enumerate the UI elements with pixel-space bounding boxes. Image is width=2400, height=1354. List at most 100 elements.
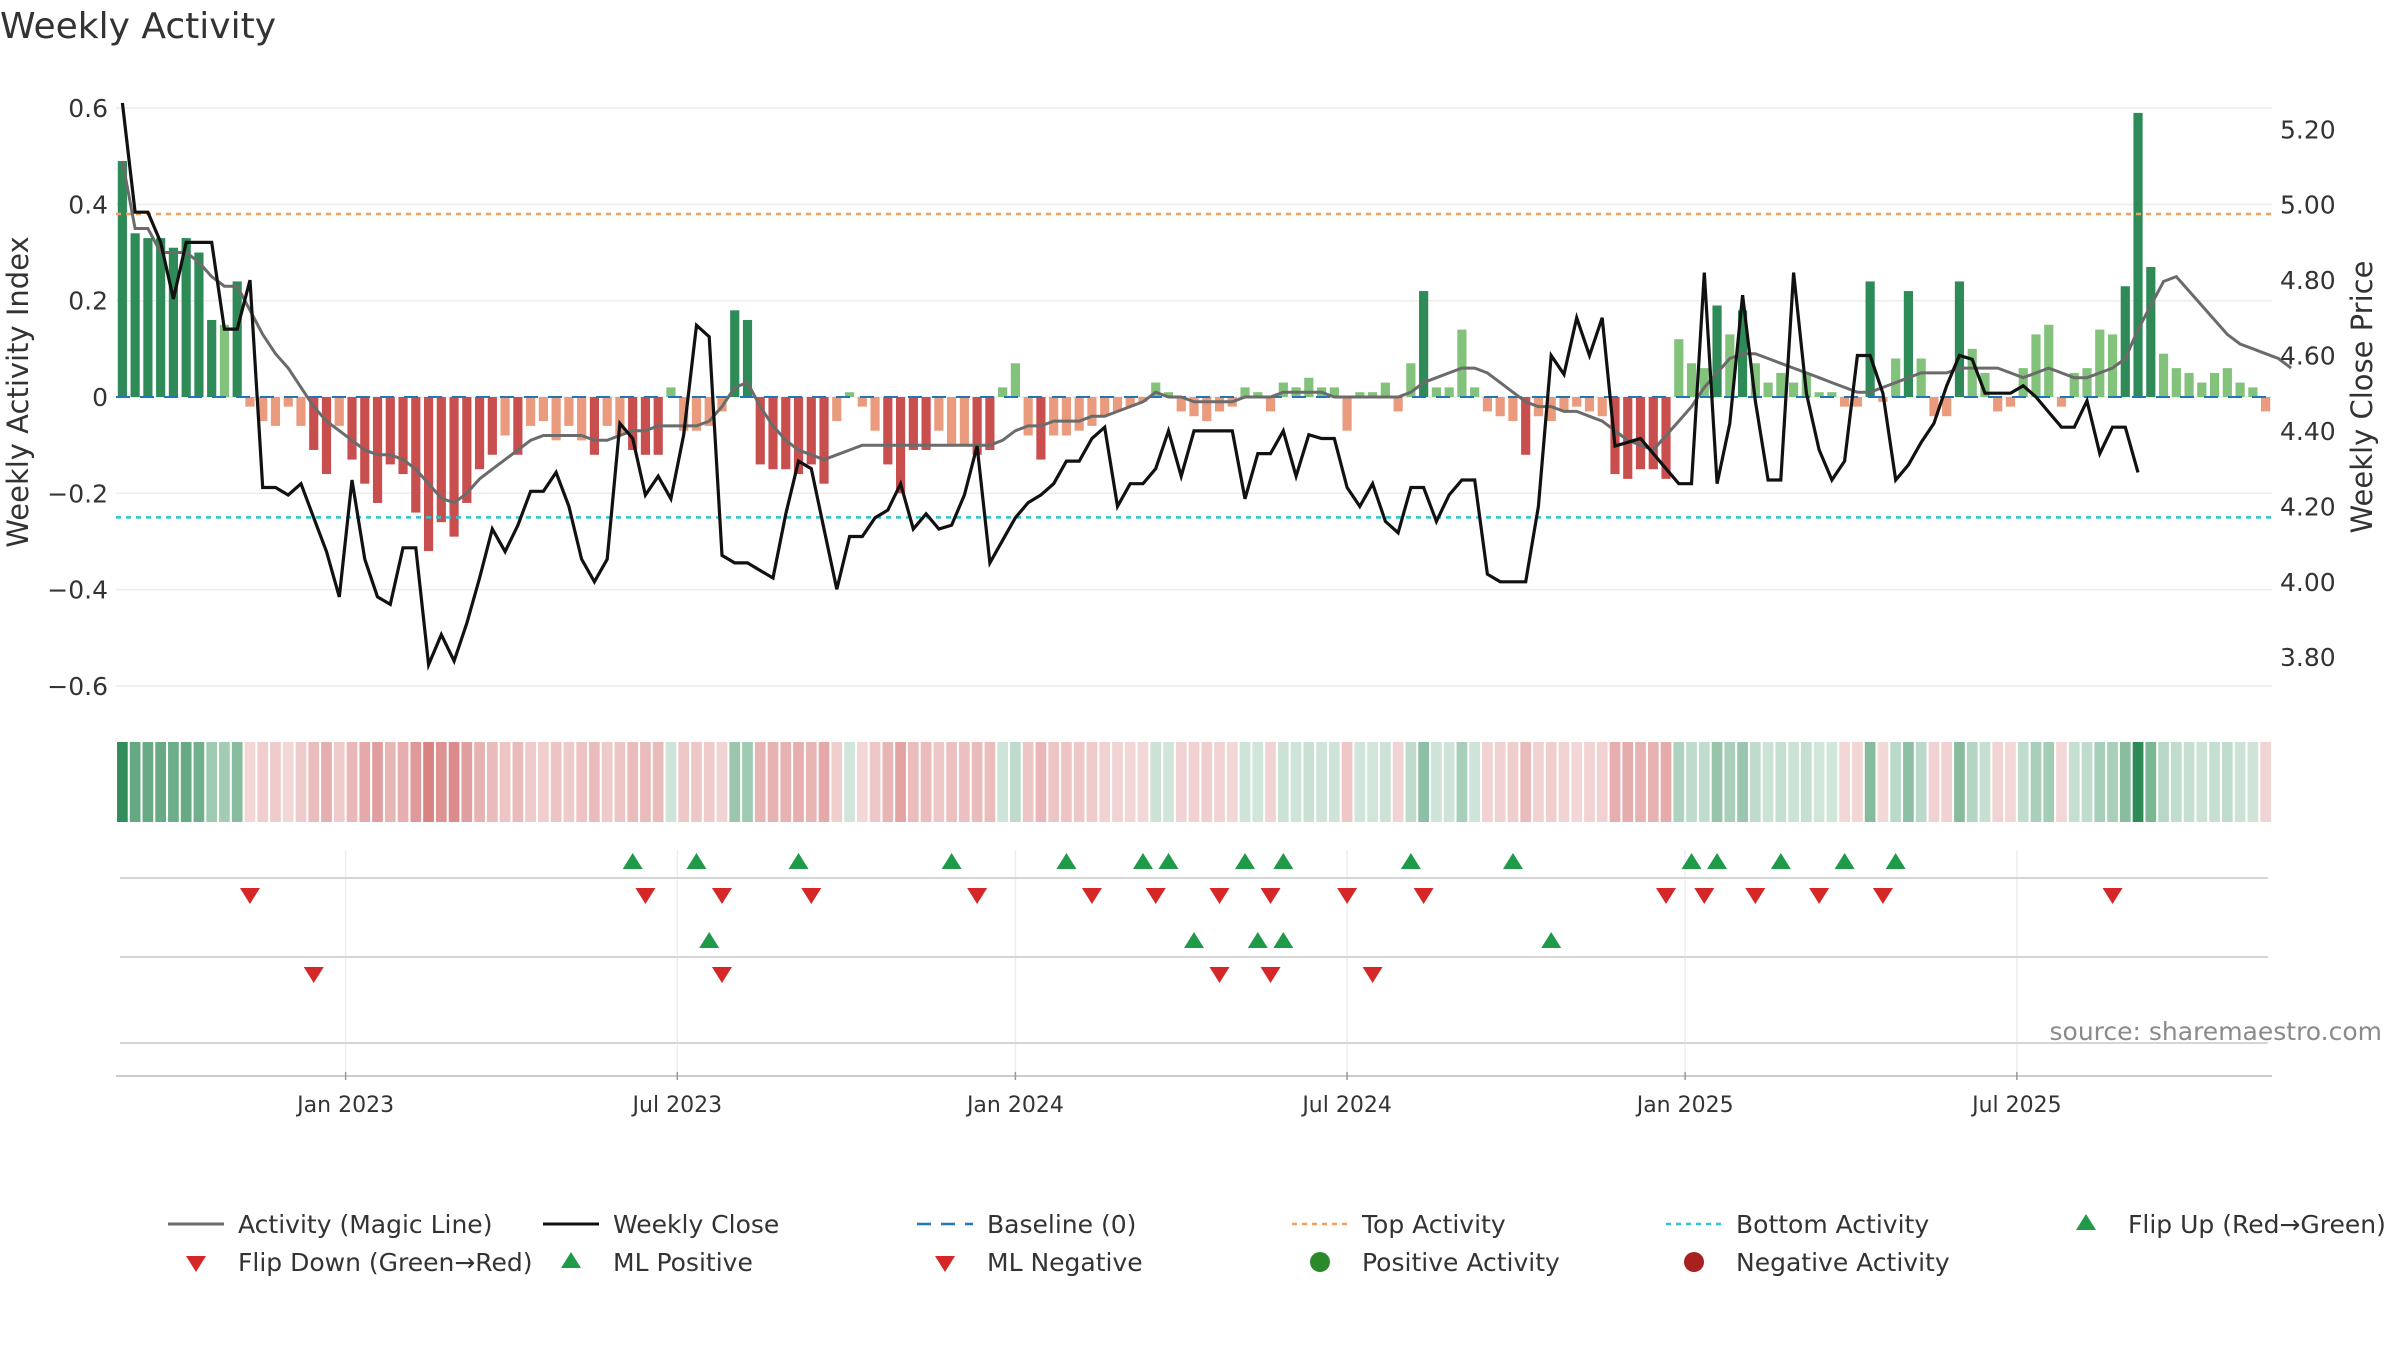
strip-cell (933, 742, 945, 822)
legend-label: Weekly Close (613, 1210, 779, 1239)
left-axis-label: Weekly Activity Index (1, 236, 35, 547)
activity-bar (628, 397, 638, 450)
ml-negative-marker (1209, 967, 1230, 983)
left-tick-label: 0.4 (68, 190, 108, 219)
activity-bar (296, 397, 306, 426)
strip-cell (818, 742, 830, 822)
strip-cell (1737, 742, 1748, 822)
flip-up-marker (1056, 853, 1077, 869)
strip-cell (780, 742, 792, 822)
strip-cell (448, 742, 460, 822)
flip-down-marker (1745, 888, 1766, 904)
legend-swatch-tri-up (2076, 1214, 2096, 1230)
strip-cell (640, 742, 651, 822)
strip-cell (2030, 742, 2042, 822)
strip-cell (1277, 742, 1289, 822)
activity-bar (1431, 387, 1441, 397)
left-tick-label: 0.2 (68, 287, 108, 316)
activity-bar (1342, 397, 1352, 431)
strip-cell (435, 742, 447, 822)
strip-cell (1520, 742, 1532, 822)
strip-cell (1571, 742, 1583, 822)
activity-bar (207, 319, 217, 397)
flip-down-marker (2102, 888, 2123, 904)
activity-bar (385, 397, 395, 465)
activity-bar (1278, 382, 1288, 397)
strip-cell (1966, 742, 1978, 822)
activity-bar (1036, 397, 1046, 460)
strip-cell (1724, 742, 1736, 822)
x-tick-label: Jul 2025 (1970, 1093, 2062, 1118)
strip-cell (538, 742, 549, 822)
activity-bar (1329, 387, 1339, 397)
strip-cell (2183, 742, 2195, 822)
strip-cell (1469, 742, 1481, 822)
left-tick-label: 0 (92, 383, 108, 412)
activity-bar (755, 397, 765, 465)
activity-bar (1049, 397, 1059, 436)
strip-cell (231, 742, 243, 822)
activity-bar (1763, 382, 1773, 397)
strip-cell (1494, 742, 1506, 822)
x-tick-label: Jan 2023 (295, 1093, 394, 1118)
ml-negative-marker (711, 967, 732, 983)
activity-bar (1840, 397, 1850, 407)
strip-cell (844, 742, 855, 822)
strip-cell (767, 742, 779, 822)
activity-bar (462, 397, 472, 503)
activity-bar (411, 397, 421, 513)
strip-cell (2056, 742, 2067, 822)
activity-bar (972, 397, 982, 455)
strip-cell (1418, 742, 1429, 822)
activity-bar (947, 397, 957, 446)
legend-label: Flip Up (Red→Green) (2128, 1210, 2386, 1239)
activity-bar (1725, 334, 1735, 397)
strip-cell (1584, 742, 1595, 822)
legend-label: Baseline (0) (987, 1210, 1136, 1239)
strip-cell (984, 742, 996, 822)
strip-cell (1647, 742, 1659, 822)
strip-cell (282, 742, 294, 822)
strip-cell (206, 742, 218, 822)
strip-cell (1124, 742, 1136, 822)
strip-cell (1711, 742, 1723, 822)
strip-cell (2221, 742, 2233, 822)
strip-cell (601, 742, 613, 822)
activity-bar (1789, 382, 1799, 397)
activity-bar (1444, 387, 1454, 397)
strip-cell (1392, 742, 1404, 822)
legend-label: Activity (Magic Line) (238, 1210, 492, 1239)
ml-positive-marker (1184, 932, 1204, 948)
strip-cell (461, 742, 473, 822)
activity-bar (1942, 397, 1952, 417)
strip-cell (1226, 742, 1238, 822)
right-tick-label: 4.40 (2280, 417, 2336, 446)
strip-cell (742, 742, 753, 822)
flip-up-marker (1770, 853, 1791, 869)
strip-cell (652, 742, 664, 822)
flip-up-marker (1400, 853, 1421, 869)
activity-bar (1023, 397, 1033, 436)
x-tick-label: Jan 2025 (1635, 1093, 1734, 1118)
strip-cell (1533, 742, 1544, 822)
right-axis-label: Weekly Close Price (2345, 261, 2379, 534)
activity-bar (1903, 291, 1914, 397)
activity-bar (2222, 368, 2232, 397)
x-tick-label: Jan 2024 (965, 1093, 1064, 1118)
activity-bar (283, 397, 293, 407)
legend-label: Flip Down (Green→Red) (238, 1248, 533, 1277)
flip-down-marker (1081, 888, 1102, 904)
strip-cell (716, 742, 728, 822)
strip-cell (2107, 742, 2118, 822)
magic-line-series (120, 160, 2293, 505)
activity-bar (1419, 291, 1429, 397)
strip-cell (384, 742, 396, 822)
activity-bar (1661, 397, 1671, 479)
strip-cell (576, 742, 588, 822)
activity-bar (526, 397, 536, 426)
strip-cell (1545, 742, 1557, 822)
strip-cell (1265, 742, 1276, 822)
strip-cell (219, 742, 230, 822)
strip-cell (1660, 742, 1672, 822)
